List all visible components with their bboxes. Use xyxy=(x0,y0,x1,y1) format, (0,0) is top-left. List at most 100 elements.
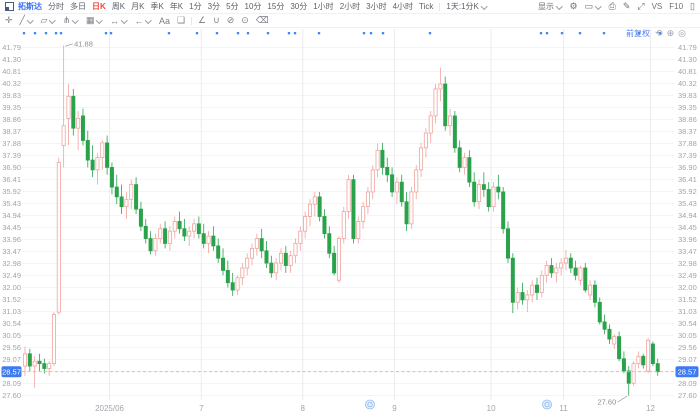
candle-body xyxy=(563,257,568,264)
period-tab-13[interactable]: 1小时 xyxy=(313,2,334,11)
period-tab-17[interactable]: Tick xyxy=(419,2,434,11)
app-logo-icon[interactable] xyxy=(5,2,14,11)
line-arrow-tool-icon[interactable]: ← xyxy=(134,16,152,26)
channel-tool-icon[interactable]: ▱ xyxy=(40,15,56,26)
candle-body xyxy=(32,360,37,367)
period-tab-14[interactable]: 2小时 xyxy=(339,2,361,11)
news-dot xyxy=(293,32,297,35)
arrow-tool-icon[interactable]: ↔ xyxy=(110,16,128,26)
candle-body xyxy=(607,328,612,340)
vs-button-label: VS xyxy=(651,2,663,11)
x-axis-label: 10 xyxy=(487,404,496,413)
pattern-tool-icon[interactable]: ▦ xyxy=(86,15,103,26)
period-tab-0[interactable]: 分时 xyxy=(48,2,64,11)
period-tab-3[interactable]: 周K xyxy=(111,2,126,11)
period-tab-6[interactable]: 年K xyxy=(169,2,184,11)
news-dot xyxy=(317,32,321,35)
event-marker[interactable] xyxy=(365,399,375,410)
candle-body xyxy=(56,162,61,313)
sidebar-toggle-icon[interactable]: ▯ xyxy=(690,1,695,12)
chevron-down-icon xyxy=(145,16,152,24)
trendline-tool-icon[interactable]: ╱ xyxy=(20,15,34,26)
crosshair-tool-icon[interactable]: ✛ xyxy=(5,15,13,26)
fullscreen-icon[interactable]: ⤢ xyxy=(637,1,644,12)
continuous-draw-icon[interactable]: ⊙ xyxy=(241,15,249,26)
candle-body xyxy=(525,294,530,301)
candle-body xyxy=(481,184,486,190)
candle-body xyxy=(409,191,414,225)
text-tool-icon-label: Aa xyxy=(158,15,170,26)
chart-settings-icon[interactable]: ◎ xyxy=(678,28,686,39)
magnet-tool-icon-label: ∪ xyxy=(213,15,220,25)
period-tab-12[interactable]: 30分 xyxy=(290,2,308,11)
drawing-tools-group: ✛ ╱ ▱ ⋔ ▦ ↔ ← Aa ❏ xyxy=(5,15,185,26)
f10-button[interactable]: F10 xyxy=(669,2,683,11)
layout-selector-icon[interactable]: ▭ xyxy=(585,1,602,12)
candle-body xyxy=(356,220,361,239)
period-tab-8[interactable]: 3分 xyxy=(207,2,221,11)
current-price-badge-left: 28.57 xyxy=(1,366,22,378)
annotate-icon[interactable]: ✎ xyxy=(623,1,631,12)
arrow-tool-icon-label: ↔ xyxy=(109,15,119,26)
adjustment-selector[interactable]: 前复权 xyxy=(626,29,651,38)
display-dropdown[interactable]: 显示 xyxy=(538,1,563,12)
y-tick-label: 32.49 xyxy=(678,271,697,280)
pitchfork-tool-icon[interactable]: ⋔ xyxy=(63,15,79,26)
settings-gear-icon[interactable]: ⚙ xyxy=(570,1,578,12)
period-tab-2[interactable]: 日K xyxy=(92,2,106,11)
period-tab-7[interactable]: 1分 xyxy=(189,2,202,11)
delete-drawings-icon[interactable]: ⌫ xyxy=(256,15,269,26)
period-tab-16[interactable]: 4小时 xyxy=(392,2,414,11)
period-tab-1[interactable]: 多日 xyxy=(70,2,86,11)
measure-tool-icon-label: ∠ xyxy=(198,15,207,25)
vs-button[interactable]: VS xyxy=(652,2,663,11)
measure-tool-icon[interactable]: ∠ xyxy=(198,15,206,26)
y-tick-label: 37.88 xyxy=(2,139,21,148)
badge-bg xyxy=(675,366,699,378)
y-tick-label: 36.41 xyxy=(678,175,697,184)
candle-body xyxy=(76,117,81,129)
news-dot xyxy=(215,32,219,35)
hide-drawings-icon[interactable]: ⊘ xyxy=(227,15,235,26)
period-tab-11[interactable]: 15分 xyxy=(267,2,285,11)
stock-name[interactable]: 拓斯达 xyxy=(18,2,42,11)
screenshot-icon[interactable]: ⎙ xyxy=(609,1,616,12)
candle-body xyxy=(534,284,539,293)
y-tick-label: 41.79 xyxy=(2,43,21,52)
y-tick-label: 35.92 xyxy=(678,187,697,196)
callout-tool-icon[interactable]: ❏ xyxy=(177,15,185,26)
period-tab-5[interactable]: 季K xyxy=(150,2,164,11)
magnet-tool-icon[interactable]: ∪ xyxy=(213,15,220,26)
candle-body xyxy=(452,115,457,149)
main-toolbar: 拓斯达 分时 多日 日K 周K 月K 季K 年K 1分 3分 5分 10分 15分 30分 1小时 2小时 3… xyxy=(0,0,700,14)
period-tab-9[interactable]: 5分 xyxy=(226,2,239,11)
x-axis-label: 12 xyxy=(646,404,655,413)
period-tab-4[interactable]: 月K xyxy=(131,2,145,11)
y-tick-label: 27.60 xyxy=(2,391,21,400)
restore-icon[interactable]: ⟲ xyxy=(655,28,663,39)
candle-body xyxy=(438,83,443,90)
candle-body xyxy=(404,201,409,225)
candle-body xyxy=(206,235,211,244)
delete-drawings-icon-label: ⌫ xyxy=(255,15,269,25)
candle-body xyxy=(85,140,90,161)
y-tick-label: 33.47 xyxy=(2,247,21,256)
period-tab-15[interactable]: 3小时 xyxy=(366,2,387,11)
y-tick-label: 37.39 xyxy=(2,151,21,160)
period-tab-10[interactable]: 10分 xyxy=(244,2,262,11)
candle-body xyxy=(153,238,158,252)
y-tick-label: 39.35 xyxy=(2,103,21,112)
event-marker[interactable] xyxy=(542,399,552,410)
chevron-down-icon xyxy=(49,16,56,24)
zoom-reset-icon[interactable]: ⊕ xyxy=(667,28,675,39)
restore-icon-label: ⟲ xyxy=(655,28,663,38)
candle-body xyxy=(592,284,597,303)
candle-body xyxy=(47,363,52,369)
interval-combo[interactable]: 1天:1分K xyxy=(446,1,488,12)
candle-body xyxy=(264,250,269,264)
news-dot xyxy=(167,32,171,35)
text-tool-icon[interactable]: Aa xyxy=(159,16,170,26)
candle-body xyxy=(211,235,216,247)
price-gridlines xyxy=(22,29,674,400)
